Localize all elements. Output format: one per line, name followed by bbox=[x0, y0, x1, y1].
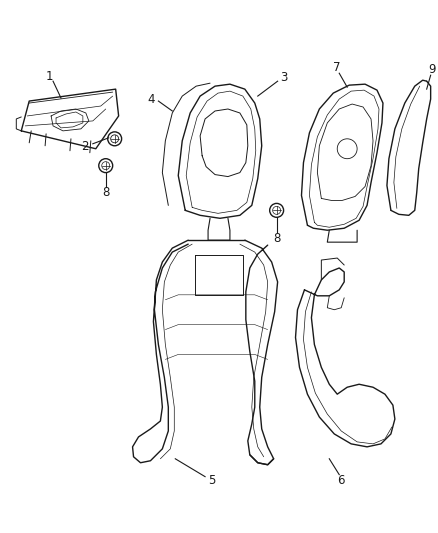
Text: 8: 8 bbox=[273, 232, 280, 245]
Text: 4: 4 bbox=[148, 93, 155, 106]
Text: 7: 7 bbox=[333, 61, 341, 74]
Text: 8: 8 bbox=[102, 186, 110, 199]
Text: 5: 5 bbox=[208, 474, 216, 487]
Text: 3: 3 bbox=[280, 71, 287, 84]
Text: 9: 9 bbox=[428, 63, 435, 76]
Text: 2: 2 bbox=[81, 140, 88, 154]
Text: 6: 6 bbox=[337, 474, 345, 487]
Text: 1: 1 bbox=[46, 70, 53, 83]
